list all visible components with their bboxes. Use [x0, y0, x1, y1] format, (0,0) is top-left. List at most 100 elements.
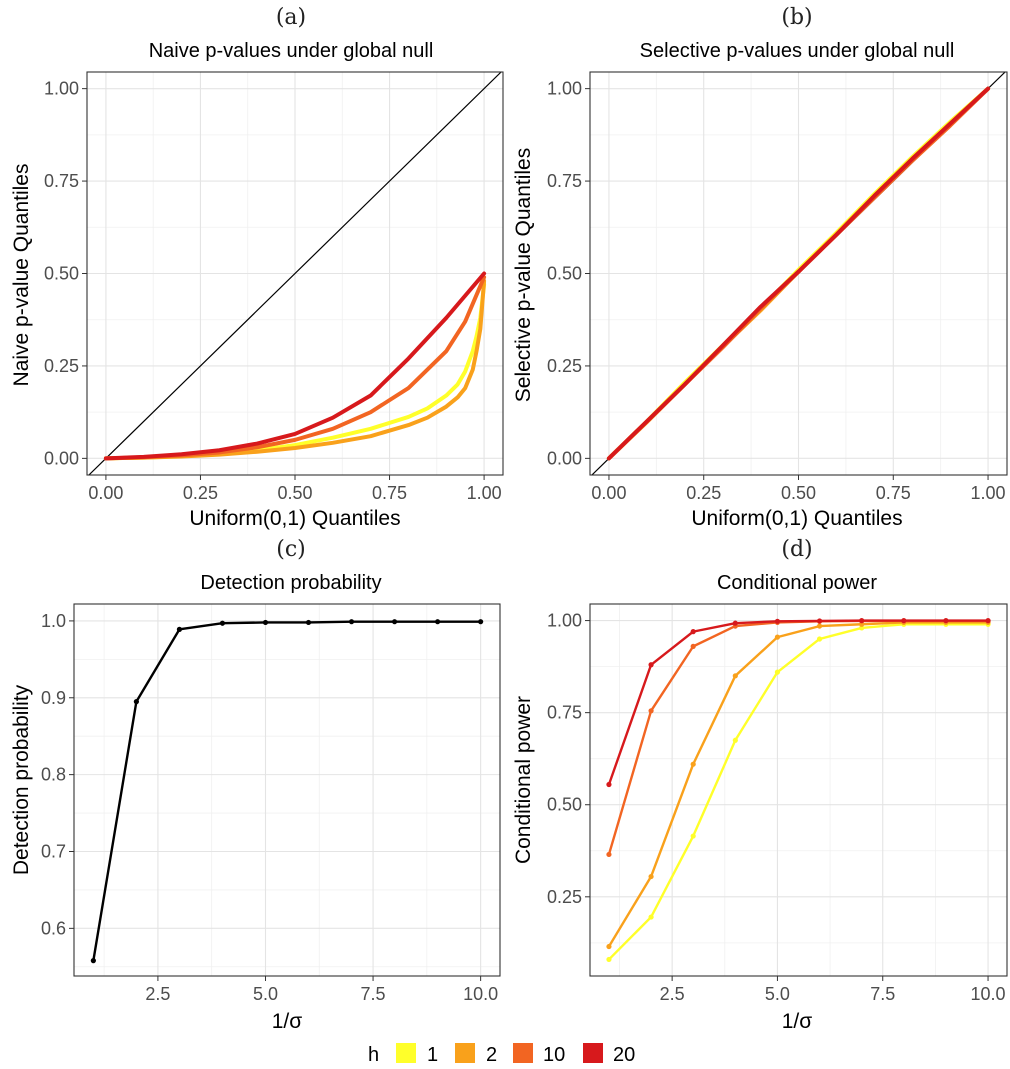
panel-c-data-point: [176, 626, 183, 632]
panel-b-x-tick-label: 1.00: [971, 483, 1006, 503]
panel-b-title: Selective p-values under global null: [640, 40, 955, 62]
panel-b-y-tick-label: 1.00: [547, 79, 582, 99]
panel-c-data-point: [133, 699, 139, 705]
panel-c-plot: 2.5 5.0 7.5 10.0 0.6 0.7 0.8 0.9 1.0: [41, 603, 501, 1004]
legend-swatch-1: [396, 1043, 416, 1063]
legend-swatch-10: [513, 1043, 533, 1063]
panel-c-title: Detection probability: [200, 572, 381, 594]
panel-b-series-line-20: [606, 86, 991, 461]
panel-d-y-tick-label: 0.25: [547, 887, 582, 907]
panel-a-y-tick-label: 0.25: [44, 356, 79, 376]
panel-d-data-point: [732, 673, 738, 679]
panel-c-y-tick-label: 0.9: [41, 688, 66, 708]
panel-d-data-point: [606, 956, 612, 963]
panel-b-plot: 0.00 0.25 0.50 0.75 1.00 0.00 0.25 0.50 0.75 1.00: [547, 71, 1008, 503]
legend-label-20: 20: [613, 1044, 635, 1066]
panel-d-data-point: [859, 625, 865, 631]
panel-a-x-tick-label: 0.75: [372, 483, 407, 503]
panel-c-data-point: [391, 619, 398, 625]
panel-d-y-tick-label: 0.50: [547, 795, 582, 815]
panel-c-x-tick-label: 5.0: [253, 984, 278, 1004]
legend-swatch-2: [455, 1043, 475, 1063]
panel-d-x-tick-label: 10.0: [971, 984, 1006, 1004]
panel-d-border: [589, 603, 1008, 977]
panel-d-data-point: [648, 914, 654, 920]
panel-a-x-tick-label: 0.50: [277, 483, 312, 503]
panel-d-data-point: [690, 643, 696, 649]
legend-swatch-20: [583, 1043, 603, 1063]
panel-d-data-point: [648, 708, 654, 714]
panel-d-series-line-20: [607, 619, 990, 786]
panel-b-x-tick-label: 0.75: [876, 483, 911, 503]
panel-c-data-point: [305, 619, 312, 626]
panel-c-x-axis-title: 1/σ: [272, 1010, 303, 1033]
panel-d-data-point: [690, 629, 696, 635]
panel-d-data-point: [816, 623, 823, 629]
panel-a-x-tick-label: 0.00: [88, 483, 123, 503]
panel-c-data-point: [219, 620, 226, 626]
panel-d-data-point: [690, 833, 696, 839]
panel-c-y-tick-label: 0.8: [41, 765, 66, 785]
panel-d-data-point: [648, 873, 654, 880]
panel-d-data-point: [732, 737, 738, 743]
panel-c-y-tick-label: 1.0: [41, 611, 66, 631]
panel-b-x-tick-label: 0.50: [781, 483, 816, 503]
panel-d-data-point: [606, 851, 612, 858]
legend-label-1: 1: [427, 1044, 438, 1066]
panel-d-data-point: [943, 617, 949, 624]
panel-b-border: [589, 71, 1008, 476]
panel-d-y-axis-title: Conditional power: [512, 696, 535, 864]
panel-d-data-point: [606, 781, 612, 788]
panel-c-x-tick-label: 7.5: [361, 984, 386, 1004]
panel-c-data-point: [478, 619, 484, 625]
panel-d-data-point: [774, 634, 781, 640]
panel-b-y-tick-label: 0.75: [547, 171, 582, 191]
panel-d-data-point: [690, 761, 696, 767]
panel-a-border: [86, 71, 504, 476]
panel-d-data-point: [774, 618, 781, 624]
panel-d-data-point: [732, 620, 738, 626]
panel-c-data-point: [348, 619, 355, 625]
panel-c-border: [73, 603, 501, 977]
legend-label-2: 2: [486, 1044, 497, 1066]
panel-a-x-tick-label: 0.25: [183, 483, 218, 503]
panel-b-y-tick-label: 0.25: [547, 356, 582, 376]
panel-letter-a: (a): [276, 5, 306, 30]
panel-a-y-axis-title: Naive p-value Quantiles: [10, 164, 33, 387]
panel-letter-c: (c): [276, 537, 306, 562]
panel-d-y-tick-label: 1.00: [547, 611, 582, 631]
panel-a-y-tick-label: 0.00: [44, 448, 79, 468]
panel-d-data-point: [648, 662, 654, 668]
panel-d-x-axis-title: 1/σ: [782, 1010, 813, 1033]
panel-c-data-point: [262, 619, 269, 626]
panel-a-y-tick-label: 0.75: [44, 171, 79, 191]
panel-a-x-axis-title: Uniform(0,1) Quantiles: [189, 507, 400, 530]
panel-d-data-point: [901, 617, 907, 624]
panel-d-y-tick-label: 0.75: [547, 703, 582, 723]
panel-c-y-tick-label: 0.7: [41, 841, 66, 861]
panel-d-x-tick-label: 2.5: [660, 984, 685, 1004]
panel-b-y-tick-label: 0.50: [547, 264, 582, 284]
panel-c-y-tick-label: 0.6: [41, 918, 66, 938]
panel-d-title: Conditional power: [717, 572, 877, 594]
panel-c-data-point: [90, 958, 96, 964]
panel-d-series-line-1: [607, 623, 990, 961]
legend: h 1 2 10 20: [368, 1043, 635, 1066]
panel-d-data-point: [606, 943, 612, 950]
panel-a-y-tick-label: 0.50: [44, 264, 79, 284]
panel-c-data-point: [435, 619, 441, 625]
panel-c-x-tick-label: 2.5: [145, 984, 170, 1004]
panel-a-plot: 0.00 0.25 0.50 0.75 1.00 0.00 0.25 0.50 0.75 1.00: [44, 71, 504, 503]
panel-d-data-point: [816, 618, 823, 624]
panel-a-x-tick-label: 1.00: [467, 483, 502, 503]
panel-b-x-axis-title: Uniform(0,1) Quantiles: [691, 507, 902, 530]
panel-a-series-line-20: [103, 271, 487, 461]
panel-b-y-tick-label: 0.00: [547, 448, 582, 468]
panel-b-x-tick-label: 0.00: [591, 483, 626, 503]
panel-d-data-point: [816, 636, 823, 642]
panel-letter-b: (b): [781, 5, 812, 30]
panel-d-plot: 2.5 5.0 7.5 10.0 0.25 0.50 0.75 1.00: [547, 603, 1008, 1004]
panel-c-series-line-detection: [92, 620, 482, 962]
panel-d-data-point: [774, 669, 781, 675]
